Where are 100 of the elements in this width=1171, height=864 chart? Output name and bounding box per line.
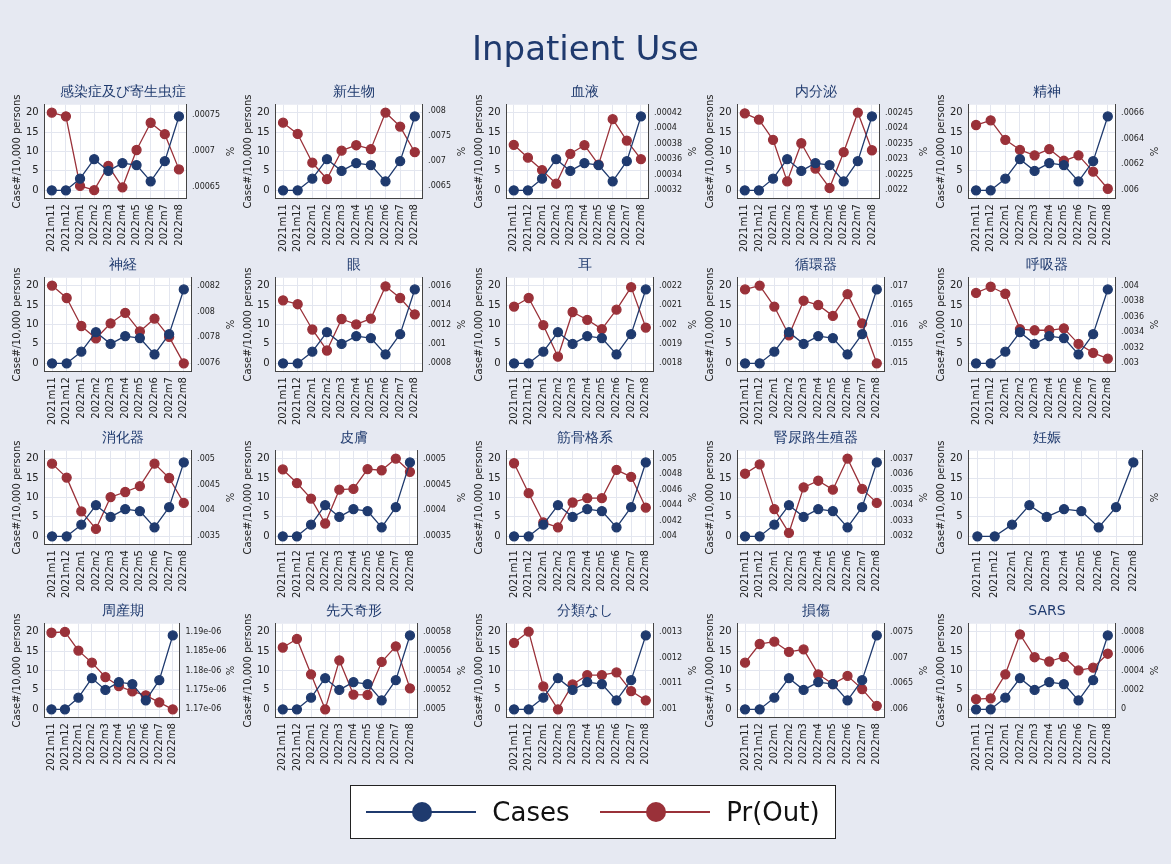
y-tick-label: 15 [487, 471, 501, 483]
x-tick-label: 2022m8 [870, 377, 882, 419]
y2-tick-label: .00054 [423, 665, 452, 675]
x-tick-label: 2022m3 [563, 204, 575, 246]
x-tick-label: 2022m6 [375, 550, 387, 592]
x-tick-label: 2022m6 [1072, 377, 1084, 419]
x-tick-label: 2022m8 [408, 204, 420, 246]
chart-title: 内分泌 [795, 83, 837, 100]
y2-tick-label: .00225 [885, 169, 914, 179]
y-tick-label: 0 [263, 356, 270, 368]
x-tick-label: 2022m3 [797, 550, 809, 592]
y-tick-label: 5 [494, 337, 501, 349]
x-tick-label: 2021m11 [276, 550, 288, 599]
y2-tick-label: .002 [659, 319, 677, 329]
y2-tick-label: 1.19e-06 [185, 626, 222, 636]
y2-tick-label: .00235 [885, 138, 914, 148]
y2-tick-label: .0008 [428, 358, 451, 368]
y-axis-title: Case#/10,000 persons [703, 613, 715, 728]
x-tick-label: 2022m7 [1086, 377, 1098, 419]
x-tick-label: 2022m4 [578, 204, 590, 246]
y-tick-label: 15 [718, 471, 732, 483]
x-tick-label: 2022m4 [118, 377, 130, 419]
x-tick-label: 2021m11 [276, 723, 288, 772]
y2-tick-label: .00042 [654, 107, 683, 117]
y2-tick-label: .00058 [423, 626, 452, 636]
y-tick-label: 5 [956, 164, 963, 176]
x-tick-label: 2021m12 [984, 204, 996, 253]
y2-axis-title: % [686, 492, 698, 503]
y2-tick-label: .004 [197, 505, 215, 515]
x-tick-label: 2022m5 [133, 550, 145, 592]
x-tick-label: 2022m2 [85, 723, 97, 765]
y2-tick-label: .0032 [1121, 342, 1144, 352]
y2-tick-label: .0048 [659, 469, 682, 479]
x-tick-label: 2022m6 [1072, 204, 1084, 246]
chart-title: 分類なし [557, 602, 613, 619]
x-tick-label: 2022m2 [1013, 723, 1025, 765]
y-tick-label: 20 [25, 279, 39, 291]
x-tick-label: 2022m4 [347, 723, 359, 765]
y2-tick-label: .0012 [659, 652, 682, 662]
y2-tick-label: .0022 [659, 280, 682, 290]
y2-tick-label: .0005 [423, 704, 446, 714]
y-tick-label: 5 [956, 337, 963, 349]
x-tick-label: 2022m3 [98, 723, 110, 765]
x-tick-label: 2022m3 [1028, 204, 1040, 246]
x-tick-label: 2022m5 [1057, 377, 1069, 419]
y2-tick-label: .001 [659, 704, 677, 714]
y-tick-label: 5 [494, 510, 501, 522]
y-tick-label: 20 [256, 452, 270, 464]
y2-tick-label: .0075 [890, 626, 913, 636]
x-tick-label: 2022m2 [320, 377, 332, 419]
x-tick-label: 2022m2 [782, 377, 794, 419]
x-tick-label: 2022m7 [152, 723, 164, 765]
y-tick-label: 20 [487, 106, 501, 118]
x-tick-label: 2022m5 [364, 204, 376, 246]
x-tick-label: 2021m11 [276, 377, 288, 426]
x-tick-label: 2022m2 [782, 550, 794, 592]
y2-tick-label: .0019 [659, 338, 682, 348]
y-tick-label: 20 [256, 106, 270, 118]
x-tick-label: 2022m7 [389, 550, 401, 592]
y-axis-title: Case#/10,000 persons [703, 440, 715, 555]
x-tick-label: 2022m6 [144, 204, 156, 246]
x-tick-label: 2022m5 [826, 550, 838, 592]
y-tick-label: 5 [725, 510, 732, 522]
x-tick-label: 2022m8 [639, 377, 651, 419]
y2-tick-label: .0078 [197, 332, 220, 342]
x-tick-label: 2022m7 [624, 377, 636, 419]
y-tick-label: 10 [487, 664, 501, 676]
y-tick-label: 10 [25, 664, 39, 676]
y2-axis-title: % [455, 319, 467, 330]
x-tick-label: 2021m11 [45, 377, 57, 426]
x-tick-label: 2022m4 [809, 204, 821, 246]
x-tick-label: 2022m4 [811, 550, 823, 592]
y2-tick-label: .0021 [659, 300, 682, 310]
y2-axis-title: % [917, 146, 929, 157]
x-tick-label: 2022m1 [305, 204, 317, 246]
y-tick-label: 10 [949, 664, 963, 676]
y-tick-label: 20 [718, 625, 732, 637]
x-tick-label: 2022m6 [148, 550, 160, 592]
x-tick-label: 2021m12 [58, 723, 70, 772]
y-tick-label: 0 [725, 529, 732, 541]
x-tick-label: 2021m12 [984, 723, 996, 772]
x-tick-label: 2022m5 [1057, 204, 1069, 246]
y2-tick-label: .00065 [192, 181, 221, 191]
x-tick-label: 2022m2 [320, 204, 332, 246]
x-tick-label: 2021m11 [738, 723, 750, 772]
y-tick-label: 5 [494, 164, 501, 176]
y2-tick-label: .00052 [423, 684, 452, 694]
y-tick-label: 15 [718, 125, 732, 137]
x-tick-label: 2021m12 [290, 723, 302, 772]
x-tick-label: 2022m6 [1072, 723, 1084, 765]
y-tick-label: 20 [25, 452, 39, 464]
y-tick-label: 0 [494, 183, 501, 195]
y2-axis-title: % [455, 146, 467, 157]
x-tick-label: 2022m2 [87, 204, 99, 246]
x-tick-label: 2022m1 [535, 204, 547, 246]
y2-tick-label: .015 [890, 358, 908, 368]
x-tick-label: 2021m12 [753, 377, 765, 426]
x-tick-label: 2021m12 [291, 377, 303, 426]
x-tick-label: 2022m6 [139, 723, 151, 765]
x-tick-label: 2022m3 [566, 723, 578, 765]
